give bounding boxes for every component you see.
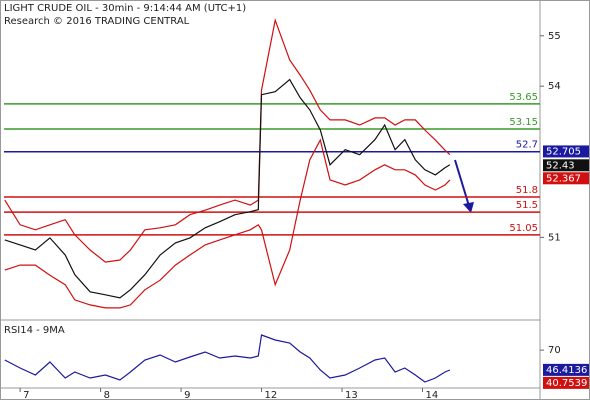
series-line bbox=[4, 334, 451, 383]
price-label: 52.705 bbox=[546, 146, 581, 157]
x-tick-label: 8 bbox=[104, 390, 110, 400]
chart-subtitle: Research © 2016 TRADING CENTRAL bbox=[4, 16, 190, 27]
y-tick-label: 51 bbox=[548, 232, 561, 243]
price-label: 46.4136 bbox=[546, 365, 587, 376]
level-label: 51.8 bbox=[516, 185, 538, 196]
y-tick-label: 70 bbox=[548, 345, 561, 356]
series-line bbox=[4, 78, 451, 299]
level-label: 53.65 bbox=[509, 92, 538, 103]
x-tick-label: 9 bbox=[184, 390, 190, 400]
forecast-arrow-head bbox=[463, 202, 474, 213]
level-label: 52.7 bbox=[516, 140, 538, 151]
chart-title: LIGHT CRUDE OIL - 30min - 9:14:44 AM (UT… bbox=[4, 3, 246, 14]
price-label: 52.43 bbox=[546, 160, 575, 171]
price-label: 40.7539 bbox=[546, 378, 587, 389]
x-tick-label: 12 bbox=[265, 390, 278, 400]
y-tick-label: 55 bbox=[548, 31, 561, 42]
price-box bbox=[543, 145, 589, 158]
forecast-arrow bbox=[454, 159, 470, 207]
x-tick-label: 14 bbox=[426, 390, 439, 400]
x-tick-label: 13 bbox=[345, 390, 358, 400]
price-label: 52.367 bbox=[546, 173, 581, 184]
price-box bbox=[543, 376, 589, 389]
price-box bbox=[543, 363, 589, 376]
price-box bbox=[543, 159, 589, 172]
level-label: 53.15 bbox=[509, 117, 538, 128]
level-label: 51.5 bbox=[516, 200, 538, 211]
price-box bbox=[543, 172, 589, 185]
x-tick-label: 7 bbox=[23, 390, 29, 400]
series-line bbox=[4, 138, 451, 309]
level-label: 51.05 bbox=[509, 223, 538, 234]
rsi-title: RSI14 - 9MA bbox=[4, 325, 65, 336]
y-tick-label: 54 bbox=[548, 81, 561, 92]
